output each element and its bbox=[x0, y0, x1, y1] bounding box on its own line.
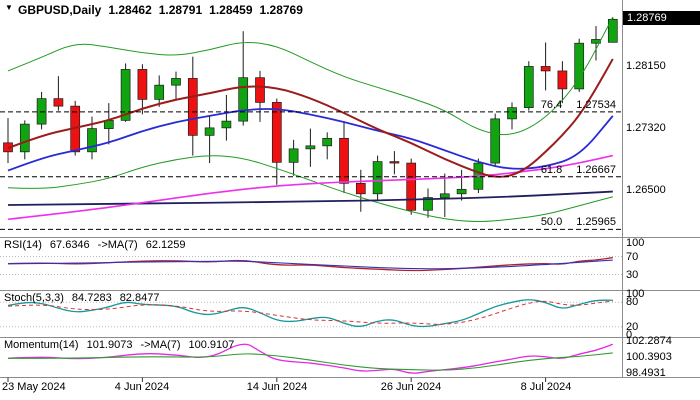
time-axis-label: 23 May 2024 bbox=[2, 381, 66, 393]
stoch-name: Stoch(5,3,3) bbox=[4, 292, 64, 304]
fib-pct: 76.4 bbox=[540, 99, 563, 111]
fib-price: 1.27534 bbox=[576, 99, 616, 111]
rsi-scale-100: 100 bbox=[626, 237, 645, 249]
rsi-ma-label: ->MA(7) bbox=[97, 239, 138, 251]
ma-magenta-long bbox=[7, 154, 613, 221]
momentum-plot bbox=[7, 343, 614, 374]
fib-label-50: 50.0 1.25965 bbox=[541, 216, 616, 228]
rsi-value: 67.6346 bbox=[49, 239, 90, 251]
ohlc-low: 1.28459 bbox=[209, 3, 253, 17]
momentum-ma-value: 100.9107 bbox=[188, 339, 235, 351]
stoch-main-line bbox=[7, 299, 613, 328]
candlestick-series bbox=[3, 17, 618, 218]
ohlc-high: 1.28791 bbox=[158, 3, 203, 17]
price-scale-label-2: 1.27320 bbox=[626, 122, 666, 134]
time-axis-label: 4 Jun 2024 bbox=[114, 381, 170, 393]
rsi-ma-value: 62.1259 bbox=[145, 239, 186, 251]
rsi-plot bbox=[0, 256, 622, 275]
rsi-ma-line bbox=[7, 259, 613, 270]
ma-blue-medium bbox=[7, 108, 614, 172]
stoch-scale-80: 80 bbox=[626, 296, 639, 308]
ohlc-close: 1.28769 bbox=[259, 3, 303, 17]
price-scale-label-3: 1.26500 bbox=[626, 184, 666, 196]
rsi-panel-label: RSI(14) 67.6346 ->MA(7) 62.1259 bbox=[4, 239, 185, 251]
momentum-line bbox=[7, 343, 614, 374]
fib-label-61: 61.8 1.26667 bbox=[541, 164, 616, 176]
momentum-scale-min: 98.4931 bbox=[626, 367, 666, 379]
stoch-signal-value: 82.8477 bbox=[119, 292, 160, 304]
stoch-signal-line bbox=[7, 300, 613, 325]
chart-dropdown-icon[interactable]: ▼ bbox=[5, 3, 13, 12]
bollinger-upper bbox=[7, 16, 614, 136]
fib-pct: 50.0 bbox=[540, 216, 563, 228]
momentum-scale-mid: 100.3903 bbox=[626, 351, 672, 363]
stoch-panel-label: Stoch(5,3,3) 84.7283 82.8477 bbox=[4, 292, 159, 304]
current-price-tag: 1.28769 bbox=[623, 11, 700, 25]
fib-pct: 61.8 bbox=[540, 164, 563, 176]
rsi-name: RSI(14) bbox=[4, 239, 42, 251]
time-axis-label: 26 Jun 2024 bbox=[380, 381, 442, 393]
momentum-scale-max: 102.2874 bbox=[626, 335, 672, 347]
ma-navy-long bbox=[7, 190, 613, 206]
fib-price: 1.25965 bbox=[576, 216, 616, 228]
ohlc-open: 1.28462 bbox=[108, 3, 152, 17]
rsi-scale-70: 70 bbox=[626, 251, 639, 263]
time-axis-label: 8 Jul 2024 bbox=[520, 381, 572, 393]
price-plot[interactable] bbox=[0, 16, 622, 230]
ohlc-header: GBPUSD,Daily 1.28462 1.28791 1.28459 1.2… bbox=[18, 3, 303, 17]
stoch-plot bbox=[0, 299, 622, 328]
rsi-scale-30: 30 bbox=[626, 269, 639, 281]
bollinger-lower bbox=[7, 155, 613, 223]
fib-price: 1.26667 bbox=[576, 164, 616, 176]
stoch-scale-0: 0 bbox=[626, 329, 633, 341]
ma-darkred-fast bbox=[7, 58, 614, 178]
stoch-scale-20: 20 bbox=[626, 321, 639, 333]
momentum-name: Momentum(14) bbox=[4, 339, 79, 351]
stoch-scale-100: 100 bbox=[626, 288, 645, 300]
symbol-period-label: GBPUSD,Daily bbox=[18, 3, 102, 17]
price-scale-label-1: 1.28150 bbox=[626, 60, 666, 72]
time-axis-label: 14 Jun 2024 bbox=[246, 381, 308, 393]
stoch-value: 84.7283 bbox=[71, 292, 112, 304]
fib-label-76: 76.4 1.27534 bbox=[541, 99, 616, 111]
momentum-ma-label: ->MA(7) bbox=[140, 339, 181, 351]
momentum-ma-line bbox=[7, 352, 613, 371]
momentum-value: 101.9073 bbox=[86, 339, 133, 351]
momentum-panel-label: Momentum(14) 101.9073 ->MA(7) 100.9107 bbox=[4, 339, 234, 351]
